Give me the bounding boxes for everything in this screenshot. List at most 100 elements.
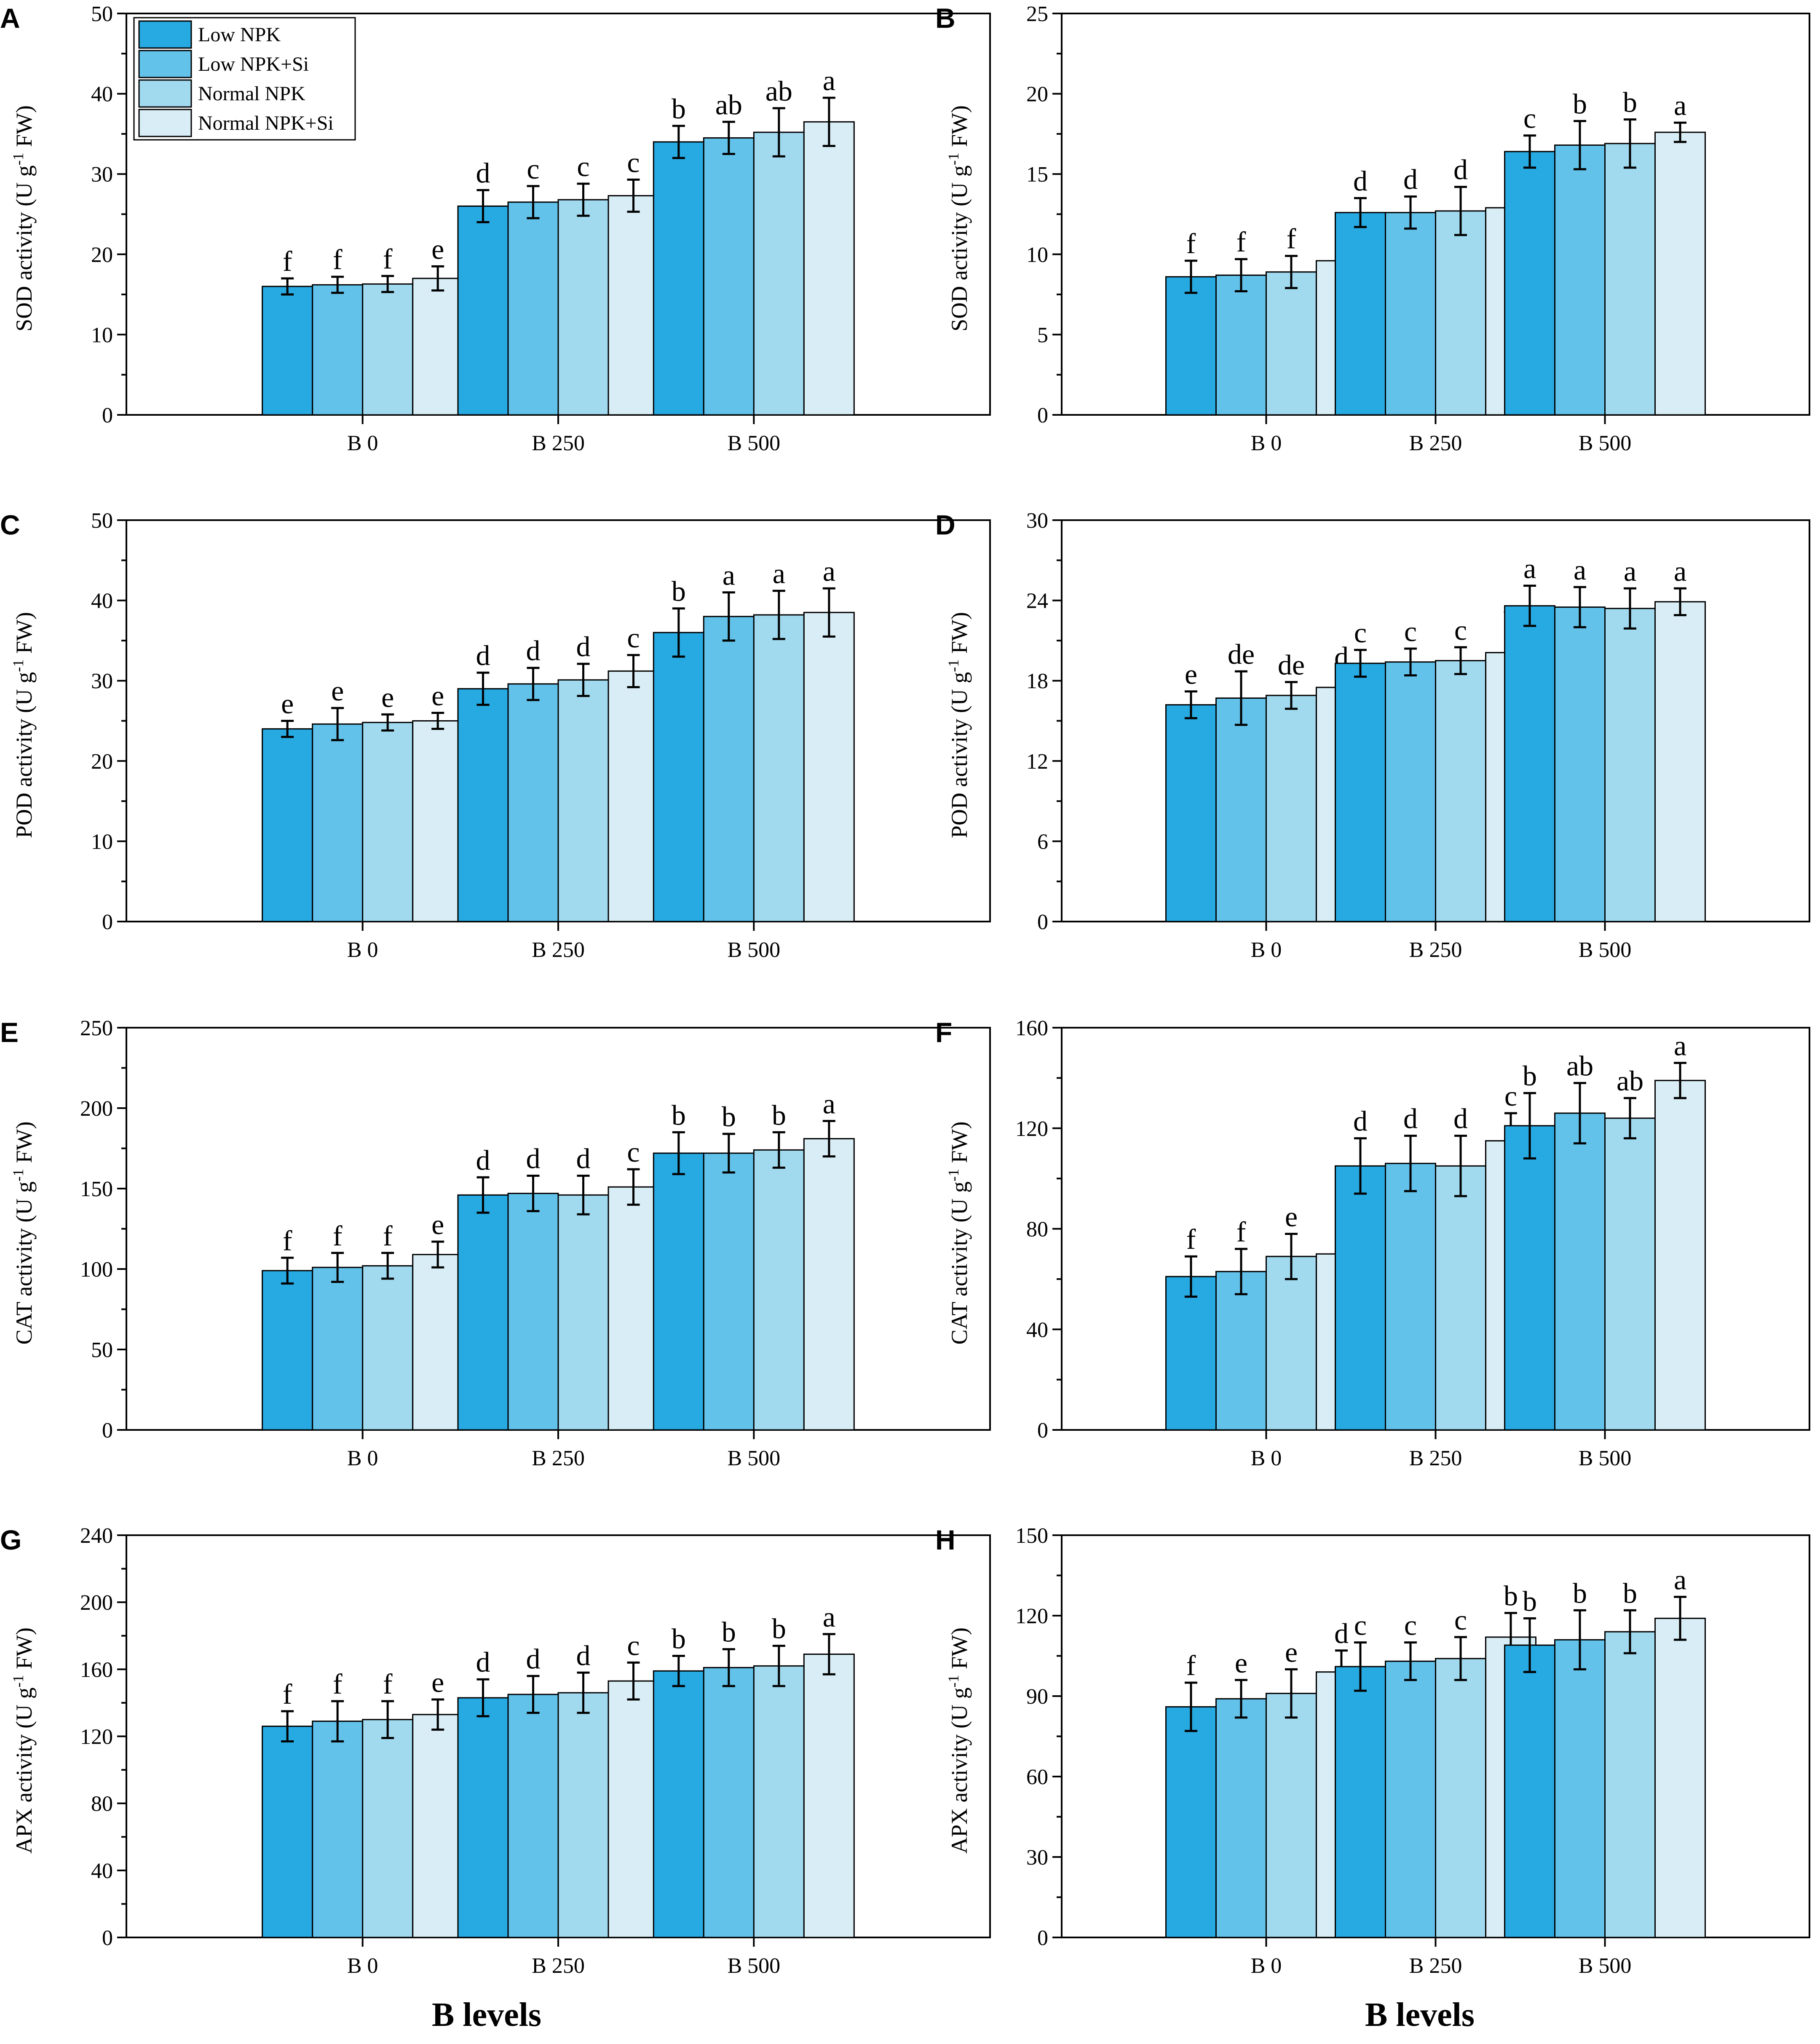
bar	[1554, 1112, 1606, 1431]
significance-letter: e	[1285, 1636, 1298, 1668]
y-axis-label: POD activity (U g-1 FW)	[10, 612, 37, 838]
y-tick-label: 10	[91, 323, 113, 347]
panel-label: D	[935, 509, 956, 540]
significance-letter: d	[526, 635, 541, 667]
bar	[312, 723, 364, 922]
significance-letter: b	[772, 1613, 786, 1645]
y-tick-label: 80	[91, 1792, 113, 1816]
significance-letter: a	[1574, 554, 1586, 586]
significance-letter: c	[627, 1136, 640, 1168]
bar	[1215, 274, 1267, 416]
significance-letter: b	[1523, 1060, 1537, 1092]
bar	[1215, 1271, 1267, 1431]
bar	[1265, 1256, 1317, 1431]
significance-letter: c	[1404, 1609, 1417, 1641]
significance-letter: f	[383, 1668, 393, 1700]
bar	[412, 720, 464, 922]
bar	[1435, 1658, 1486, 1938]
bar	[262, 1726, 313, 1938]
x-tick-label: B 250	[1409, 431, 1462, 455]
significance-letter: f	[1186, 227, 1196, 259]
y-tick-label: 200	[80, 1097, 113, 1121]
significance-letter: b	[722, 1616, 736, 1648]
significance-letter: f	[333, 243, 343, 275]
significance-letter: d	[1453, 1103, 1468, 1135]
bar	[412, 278, 464, 416]
significance-letter: e	[431, 233, 444, 265]
bar	[1215, 1698, 1267, 1938]
significance-letter: f	[1287, 223, 1296, 255]
bar	[653, 141, 704, 416]
x-tick-label: B 0	[347, 1446, 378, 1470]
bar	[753, 614, 805, 922]
significance-letter: d	[1403, 163, 1418, 195]
bar	[507, 201, 559, 416]
significance-letter: ab	[765, 75, 792, 107]
bar	[1654, 131, 1706, 416]
bar	[1385, 212, 1436, 416]
significance-letter: d	[1353, 1105, 1368, 1137]
y-axis-label: POD activity (U g-1 FW)	[945, 612, 972, 838]
x-tick-label: B 0	[347, 1954, 378, 1978]
panel-label: A	[0, 3, 20, 34]
significance-letter: c	[1454, 1604, 1467, 1636]
significance-letter: a	[1674, 1030, 1686, 1062]
significance-letter: b	[672, 575, 686, 607]
significance-letter: c	[627, 622, 640, 654]
y-tick-label: 60	[1026, 1765, 1048, 1789]
y-tick-label: 0	[102, 910, 113, 934]
bar	[412, 1254, 464, 1431]
y-tick-label: 0	[1037, 1419, 1048, 1443]
significance-letter: a	[1624, 555, 1636, 587]
bar	[312, 284, 364, 416]
significance-letter: a	[723, 559, 735, 591]
bar	[262, 286, 313, 416]
panel-H: H 0 30 60 90 120 150 APX activity (U g-1 FW) B 0…	[935, 1524, 1810, 1978]
bar	[653, 1152, 704, 1431]
bar	[803, 1138, 855, 1431]
y-tick-label: 0	[1037, 403, 1048, 428]
bar	[1165, 704, 1217, 922]
significance-letter: a	[1674, 555, 1686, 587]
bar	[1335, 212, 1386, 416]
y-tick-label: 150	[1015, 1524, 1048, 1548]
bar	[1435, 1165, 1486, 1431]
y-tick-label: 150	[80, 1177, 113, 1201]
y-tick-label: 20	[1026, 83, 1048, 107]
significance-letter: a	[823, 64, 835, 96]
x-tick-label: B 500	[727, 938, 780, 962]
legend-swatch	[138, 109, 192, 137]
bar	[412, 1714, 464, 1938]
y-tick-label: 24	[1026, 589, 1048, 613]
significance-letter: c	[527, 153, 539, 185]
legend-swatch	[138, 79, 192, 108]
significance-letter: b	[722, 1101, 736, 1133]
y-tick-label: 160	[1015, 1016, 1048, 1040]
bar	[1504, 1644, 1556, 1938]
bar	[1604, 1631, 1656, 1938]
significance-letter: c	[1454, 614, 1467, 646]
panel-C: C 0 10 20 30 40 50 POD activity (U g-1 FW) B 0 e e…	[0, 509, 991, 962]
panel-E: E 0 50 100 150 200 250 CAT activity (U g-1 FW) B…	[0, 1016, 991, 1470]
bar	[312, 1721, 364, 1938]
bar	[457, 205, 509, 416]
x-axis-title-left: B levels	[432, 1996, 541, 2033]
x-tick-label: B 500	[727, 1446, 780, 1470]
bar	[1654, 1617, 1706, 1938]
significance-letter: b	[1504, 1580, 1518, 1612]
significance-letter: b	[1573, 1577, 1587, 1609]
bar	[653, 1670, 704, 1938]
x-tick-label: B 0	[1251, 1954, 1282, 1978]
y-tick-label: 12	[1026, 750, 1048, 774]
bar	[1554, 144, 1606, 416]
y-axis-label: CAT activity (U g-1 FW)	[10, 1122, 37, 1345]
significance-letter: d	[576, 1142, 591, 1174]
y-tick-label: 30	[91, 669, 113, 693]
bar	[1435, 660, 1486, 922]
y-tick-label: 20	[91, 243, 113, 267]
significance-letter: a	[773, 558, 785, 590]
bar	[608, 195, 659, 416]
significance-letter: d	[476, 639, 490, 671]
significance-letter: b	[1623, 86, 1637, 118]
